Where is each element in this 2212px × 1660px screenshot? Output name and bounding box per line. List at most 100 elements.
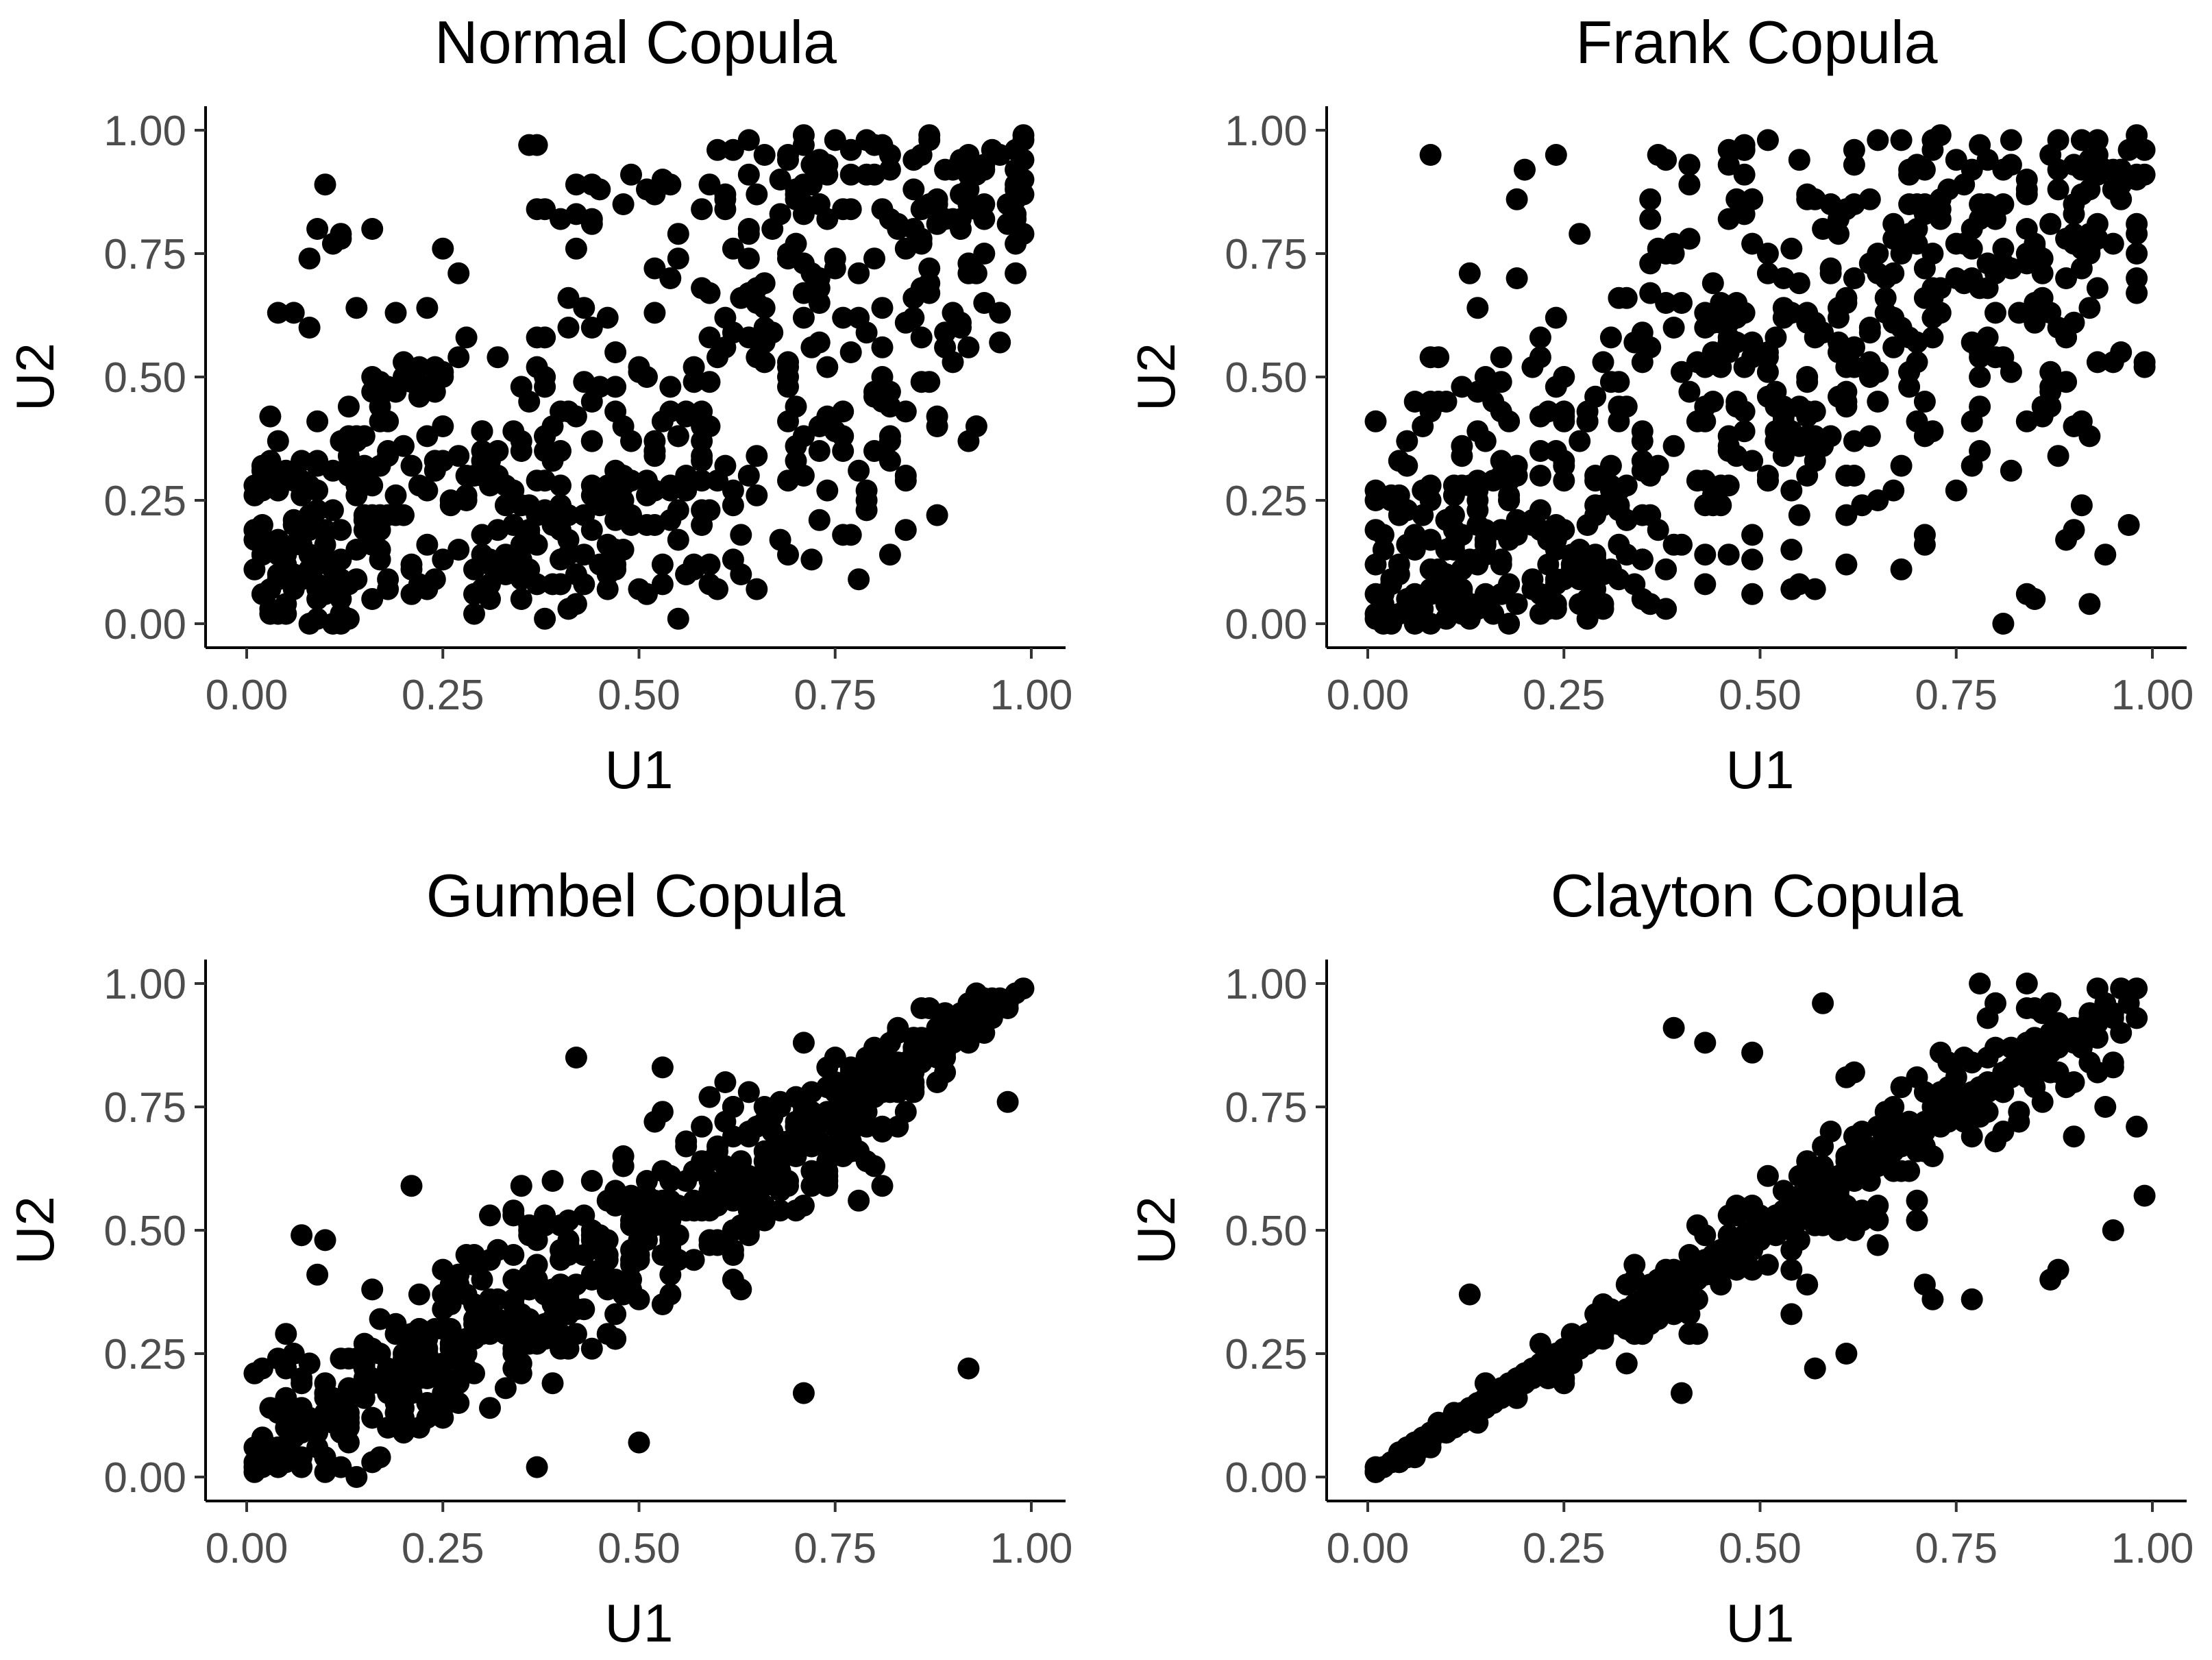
data-point xyxy=(298,247,321,270)
data-point xyxy=(314,533,336,556)
data-point xyxy=(534,440,556,462)
data-point xyxy=(965,1012,987,1034)
data-point xyxy=(604,376,627,398)
data-point xyxy=(808,509,831,531)
data-point xyxy=(753,1209,776,1232)
data-point xyxy=(408,1283,430,1306)
data-point xyxy=(1913,524,1936,546)
data-point xyxy=(1812,1214,1834,1236)
data-point xyxy=(871,297,894,319)
data-point xyxy=(769,528,791,551)
data-point xyxy=(275,1392,297,1414)
data-point xyxy=(1913,1081,1936,1103)
data-point xyxy=(871,336,894,358)
data-point xyxy=(1474,430,1497,452)
data-point xyxy=(737,465,760,487)
data-point xyxy=(1780,1303,1803,1326)
data-point xyxy=(1756,385,1779,408)
data-point xyxy=(291,568,313,591)
data-point xyxy=(526,573,548,596)
data-point xyxy=(1442,474,1465,497)
data-point xyxy=(1812,992,1834,1014)
data-point xyxy=(824,1047,846,1069)
normal-copula-x-axis-title: U1 xyxy=(605,740,674,800)
data-point xyxy=(1945,232,1967,255)
data-point xyxy=(1372,524,1394,546)
data-point xyxy=(1882,311,1905,334)
data-point xyxy=(1717,544,1740,566)
data-point xyxy=(636,1170,658,1192)
data-point xyxy=(667,223,689,245)
data-point xyxy=(1553,405,1575,428)
data-point xyxy=(753,331,776,354)
data-point xyxy=(1599,454,1622,477)
data-point xyxy=(691,198,713,221)
data-point xyxy=(1671,1382,1693,1404)
data-point xyxy=(855,163,878,186)
data-point xyxy=(2039,1032,2062,1054)
data-point xyxy=(1796,183,1819,206)
data-point xyxy=(1733,420,1756,443)
data-point xyxy=(432,548,454,571)
data-point xyxy=(282,302,305,324)
data-point xyxy=(2000,459,2022,482)
data-point xyxy=(2039,380,2062,403)
data-point xyxy=(455,326,478,349)
data-point xyxy=(1921,306,1944,329)
data-point xyxy=(1012,149,1035,171)
clayton-copula-y-tick-label: 0.25 xyxy=(1225,1331,1307,1378)
data-point xyxy=(2070,410,2093,432)
data-point xyxy=(541,514,564,536)
data-point xyxy=(839,163,862,186)
data-point xyxy=(1545,573,1567,596)
data-point xyxy=(1882,262,1905,284)
data-point xyxy=(259,602,282,625)
data-point xyxy=(628,361,650,383)
data-point xyxy=(526,134,548,156)
data-point xyxy=(384,1323,407,1345)
data-point xyxy=(580,1219,603,1241)
data-point xyxy=(2055,1076,2078,1099)
data-point xyxy=(792,1195,815,1217)
data-point xyxy=(1380,573,1403,596)
data-point xyxy=(1969,346,1991,369)
data-point xyxy=(1553,1347,1575,1370)
data-point xyxy=(722,1269,744,1291)
data-point xyxy=(1733,203,1756,225)
data-point xyxy=(973,243,996,265)
data-point xyxy=(1851,494,1873,517)
data-point xyxy=(487,519,509,541)
data-point xyxy=(1961,454,1983,477)
data-point xyxy=(698,1180,721,1202)
data-point xyxy=(1514,158,1536,181)
frank-copula-y-tick-label: 0.25 xyxy=(1225,478,1307,525)
data-point xyxy=(1756,129,1779,151)
data-point xyxy=(353,425,376,448)
data-point xyxy=(1969,973,1991,994)
data-point xyxy=(596,533,619,556)
data-point xyxy=(816,208,839,230)
data-point xyxy=(675,1170,698,1192)
data-point xyxy=(518,519,541,541)
data-point xyxy=(1403,391,1426,413)
clayton-copula-y-axis-title: U2 xyxy=(1126,1196,1186,1265)
data-point xyxy=(291,484,313,506)
data-point xyxy=(659,376,682,398)
data-point xyxy=(675,1135,698,1158)
data-point xyxy=(345,484,368,506)
data-point xyxy=(494,1377,517,1400)
normal-copula-x-tick-label: 0.00 xyxy=(206,672,288,719)
data-point xyxy=(1867,391,1889,413)
data-point xyxy=(1945,479,1967,502)
data-point xyxy=(1992,193,2015,215)
clayton-copula-y-tick-label: 0.50 xyxy=(1225,1208,1307,1255)
data-point xyxy=(1780,237,1803,260)
data-point xyxy=(1804,1357,1826,1380)
data-point xyxy=(2024,1047,2046,1069)
data-point xyxy=(855,499,878,522)
data-point xyxy=(1012,129,1035,151)
data-point xyxy=(1655,1273,1678,1296)
data-point xyxy=(1521,356,1544,378)
data-point xyxy=(706,1135,728,1158)
data-point xyxy=(1631,430,1654,452)
